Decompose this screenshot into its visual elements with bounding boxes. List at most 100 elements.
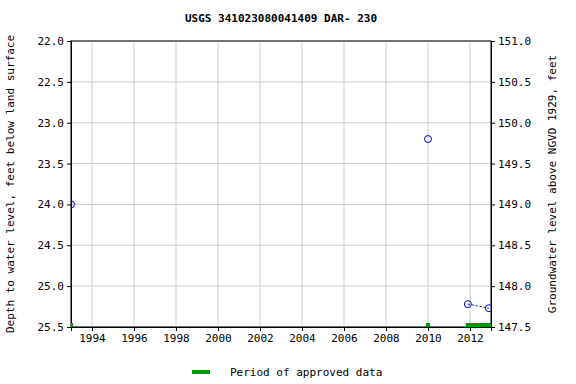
tick-mark bbox=[470, 327, 471, 331]
tick-label: 148.5 bbox=[498, 239, 531, 252]
tick-mark bbox=[491, 82, 495, 83]
tick-label: 151.0 bbox=[498, 35, 531, 48]
grid-line bbox=[134, 41, 135, 327]
tick-label: 23.5 bbox=[38, 158, 65, 171]
grid-line bbox=[71, 286, 491, 287]
tick: 2010 bbox=[415, 327, 442, 345]
tick: 22.0 bbox=[38, 35, 72, 48]
tick: 149.0 bbox=[491, 198, 531, 211]
grid-line bbox=[71, 204, 491, 205]
tick: 2006 bbox=[331, 327, 358, 345]
grid-line bbox=[260, 41, 261, 327]
tick-label: 24.0 bbox=[38, 198, 65, 211]
tick: 25.0 bbox=[38, 280, 72, 293]
grid-line bbox=[428, 41, 429, 327]
tick: 2002 bbox=[247, 327, 274, 345]
tick-mark bbox=[491, 41, 495, 42]
tick-mark bbox=[134, 327, 135, 331]
tick-mark bbox=[491, 245, 495, 246]
grid-line bbox=[71, 163, 491, 164]
tick-mark bbox=[92, 327, 93, 331]
grid-line bbox=[176, 41, 177, 327]
approved-period bbox=[426, 323, 430, 327]
tick-mark bbox=[218, 327, 219, 331]
y2-axis: 151.0 150.5 150.0 149.5 149.0 148.5 148.0 147.5 bbox=[491, 35, 531, 334]
approved-period bbox=[466, 323, 491, 327]
tick-label: 25.0 bbox=[38, 280, 65, 293]
grid-line bbox=[218, 41, 219, 327]
tick-mark bbox=[428, 327, 429, 331]
tick-label: 22.5 bbox=[38, 76, 65, 89]
grid bbox=[71, 41, 491, 327]
tick: 149.5 bbox=[491, 158, 531, 171]
y-axis: 22.0 22.5 23.0 23.5 24.0 24.5 25.0 25.5 bbox=[38, 35, 72, 334]
y2-axis-title: Groundwater level above NGVD 1929, feet bbox=[546, 55, 559, 313]
tick-label: 150.0 bbox=[498, 117, 531, 130]
tick: 150.5 bbox=[491, 76, 531, 89]
data-point bbox=[71, 201, 75, 208]
tick-label: 2006 bbox=[331, 332, 358, 345]
grid-line bbox=[71, 122, 491, 123]
chart: 1994 1996 1998 2000 2002 2004 2006 2008 2010 2012… bbox=[0, 0, 576, 384]
tick-mark bbox=[176, 327, 177, 331]
tick-label: 2010 bbox=[415, 332, 442, 345]
data-point bbox=[425, 136, 432, 143]
tick-mark bbox=[67, 41, 71, 42]
tick-label: 23.0 bbox=[38, 117, 65, 130]
axis-line bbox=[72, 328, 492, 332]
tick: 148.5 bbox=[491, 239, 531, 252]
tick: 1998 bbox=[163, 327, 190, 345]
tick-label: 1994 bbox=[79, 332, 106, 345]
tick-label: 24.5 bbox=[38, 239, 65, 252]
tick-label: 1996 bbox=[121, 332, 148, 345]
tick-label: 1998 bbox=[163, 332, 190, 345]
tick-label: 2000 bbox=[205, 332, 232, 345]
tick-mark bbox=[67, 123, 71, 124]
legend: Period of approved data bbox=[192, 366, 382, 379]
legend-swatch bbox=[192, 370, 210, 374]
tick-label: 2004 bbox=[289, 332, 316, 345]
tick: 1996 bbox=[121, 327, 148, 345]
tick: 2004 bbox=[289, 327, 316, 345]
tick-label: 149.0 bbox=[498, 198, 531, 211]
tick-mark bbox=[67, 245, 71, 246]
grid-line bbox=[302, 41, 303, 327]
tick-label: 2008 bbox=[373, 332, 400, 345]
tick: 151.0 bbox=[491, 35, 531, 48]
tick: 1994 bbox=[79, 327, 106, 345]
tick: 24.5 bbox=[38, 239, 72, 252]
tick: 23.0 bbox=[38, 117, 72, 130]
tick-label: 2002 bbox=[247, 332, 274, 345]
tick-mark bbox=[67, 82, 71, 83]
tick-mark bbox=[491, 327, 495, 328]
tick-label: 25.5 bbox=[38, 321, 65, 334]
tick-label: 22.0 bbox=[38, 35, 65, 48]
y-axis-title: Depth to water level, feet below land su… bbox=[4, 35, 17, 333]
tick-label: 149.5 bbox=[498, 158, 531, 171]
title: USGS 341023080041409 DAR- 230 bbox=[185, 12, 377, 25]
grid-line bbox=[344, 41, 345, 327]
tick-mark bbox=[67, 286, 71, 287]
tick-mark bbox=[491, 123, 495, 124]
grid-line bbox=[386, 41, 387, 327]
tick-mark bbox=[67, 204, 71, 205]
tick: 24.0 bbox=[38, 198, 72, 211]
tick-mark bbox=[260, 327, 261, 331]
tick-mark bbox=[302, 327, 303, 331]
tick: 148.0 bbox=[491, 280, 531, 293]
data-point bbox=[485, 305, 491, 312]
tick-mark bbox=[491, 286, 495, 287]
tick-label: 2012 bbox=[457, 332, 484, 345]
grid-line bbox=[71, 245, 491, 246]
tick: 2008 bbox=[373, 327, 400, 345]
tick: 147.5 bbox=[491, 321, 531, 334]
approved-period bbox=[71, 323, 73, 327]
tick-mark bbox=[386, 327, 387, 331]
legend-label: Period of approved data bbox=[230, 366, 382, 379]
tick-label: 148.0 bbox=[498, 280, 531, 293]
x-axis: 1994 1996 1998 2000 2002 2004 2006 2008 2010 2012 bbox=[72, 327, 492, 345]
tick-mark bbox=[344, 327, 345, 331]
plot-area bbox=[71, 136, 491, 327]
tick: 23.5 bbox=[38, 158, 72, 171]
grid-line bbox=[92, 41, 93, 327]
